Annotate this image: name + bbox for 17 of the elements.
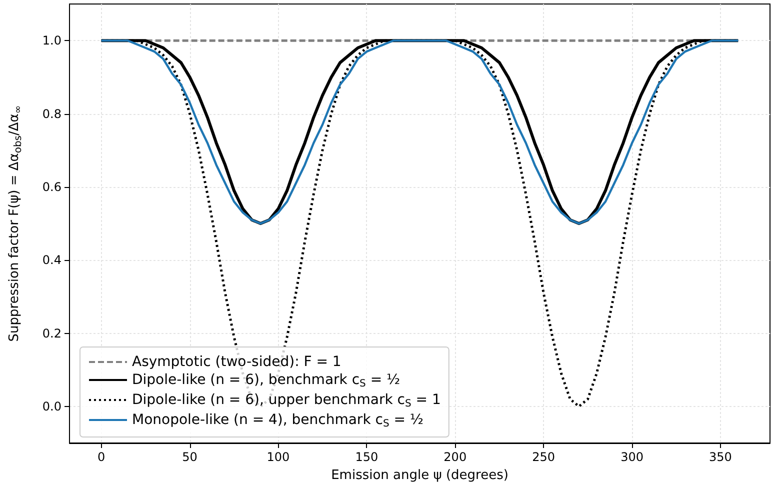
y-tick-label: 0.6 [42, 180, 62, 194]
y-tick-label: 0.4 [42, 253, 62, 268]
legend-label: Asymptotic (two-sided): F = 1 [132, 354, 342, 370]
x-tick-label: 350 [709, 450, 732, 464]
y-tick-label: 0.2 [42, 326, 62, 340]
x-tick-label: 200 [444, 450, 467, 464]
x-tick-label: 0 [98, 450, 106, 464]
x-tick-label: 150 [355, 450, 378, 464]
y-tick-label: 0.8 [42, 106, 62, 121]
x-tick-label: 250 [532, 450, 556, 464]
x-tick-label: 300 [620, 450, 644, 464]
x-tick-label: 100 [266, 450, 290, 464]
x-axis-title: Emission angle ψ (degrees) [331, 468, 508, 483]
y-tick-label: 0.0 [42, 399, 62, 414]
y-axis-title: Suppression factor F(ψ) = Δαobs/Δα∞ [7, 105, 24, 342]
x-tick-label: 50 [182, 450, 198, 464]
y-tick-label: 1.0 [42, 34, 62, 48]
